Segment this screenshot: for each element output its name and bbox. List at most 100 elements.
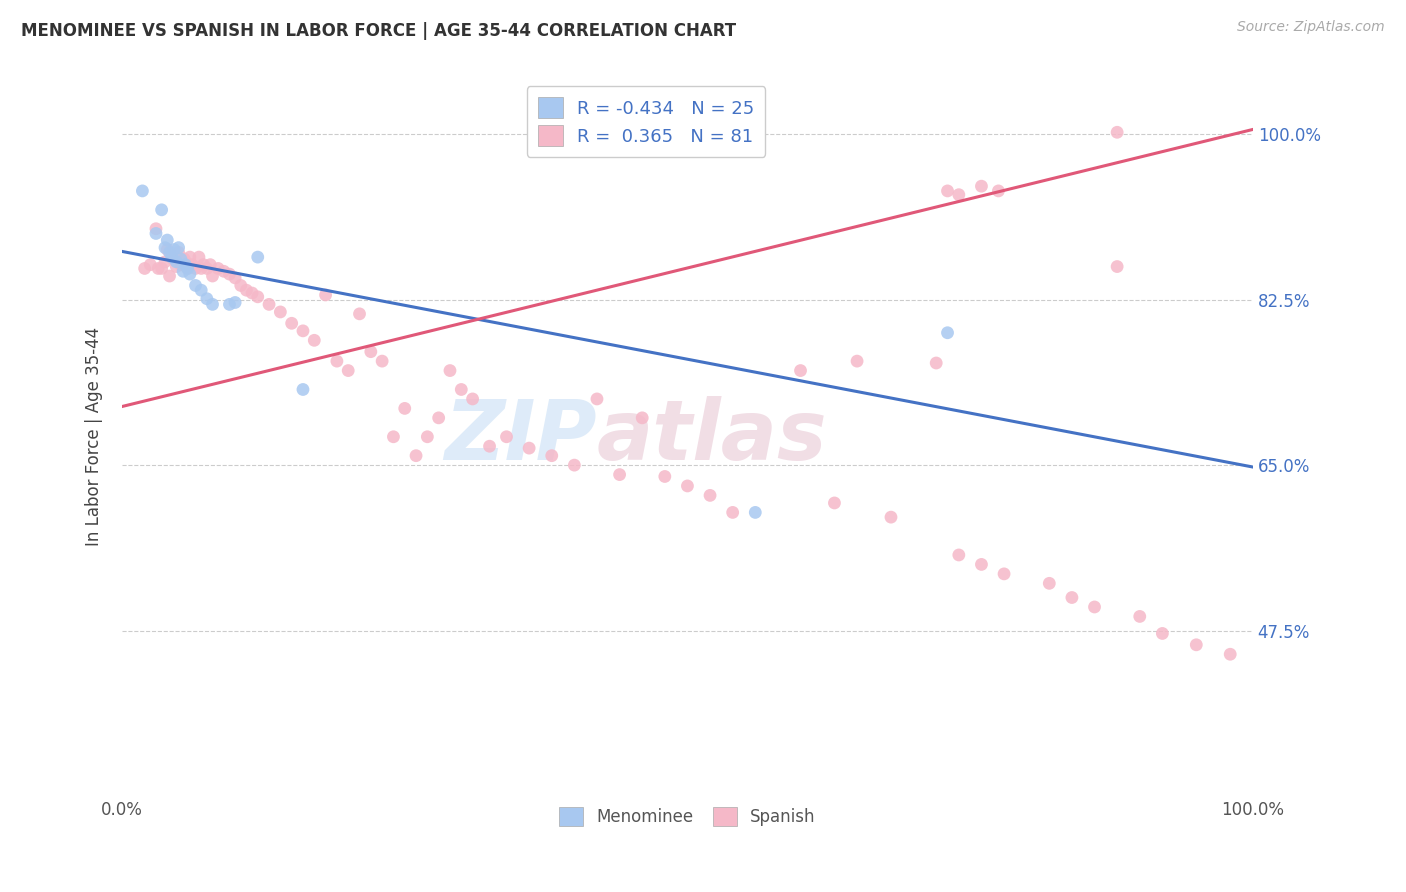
Point <box>218 267 240 281</box>
Point <box>150 202 173 217</box>
Point <box>165 255 187 269</box>
Point <box>159 268 181 283</box>
Point <box>145 227 167 241</box>
Point <box>201 268 224 283</box>
Point <box>291 383 314 397</box>
Point <box>880 510 903 524</box>
Point <box>257 297 280 311</box>
Point <box>153 255 176 269</box>
Point <box>1107 125 1129 139</box>
Point <box>1185 638 1208 652</box>
Point <box>699 488 721 502</box>
Point <box>173 252 195 266</box>
Point <box>439 363 461 377</box>
Point <box>1083 599 1105 614</box>
Point <box>925 356 948 370</box>
Point <box>987 184 1010 198</box>
Point <box>631 410 654 425</box>
Point <box>993 566 1015 581</box>
Point <box>654 469 676 483</box>
Point <box>789 363 811 377</box>
Point <box>193 258 215 272</box>
Point <box>291 324 314 338</box>
Point <box>195 292 218 306</box>
Point <box>170 258 193 272</box>
Legend: Menominee, Spanish: Menominee, Spanish <box>551 798 824 835</box>
Point <box>176 261 198 276</box>
Point <box>360 344 382 359</box>
Point <box>218 297 240 311</box>
Point <box>326 354 349 368</box>
Point <box>200 258 222 272</box>
Point <box>721 505 744 519</box>
Point <box>179 250 201 264</box>
Point <box>540 449 562 463</box>
Point <box>181 258 204 272</box>
Point <box>936 326 959 340</box>
Point <box>936 184 959 198</box>
Point <box>176 261 198 276</box>
Point <box>153 241 176 255</box>
Point <box>160 250 183 264</box>
Point <box>190 283 212 297</box>
Point <box>201 297 224 311</box>
Point <box>564 458 586 472</box>
Text: Source: ZipAtlas.com: Source: ZipAtlas.com <box>1237 20 1385 34</box>
Point <box>150 261 173 276</box>
Point <box>304 334 326 348</box>
Point <box>1038 576 1060 591</box>
Point <box>163 243 186 257</box>
Point <box>131 184 153 198</box>
Text: atlas: atlas <box>598 396 828 477</box>
Point <box>495 430 517 444</box>
Point <box>676 479 699 493</box>
Point <box>609 467 631 482</box>
Point <box>269 305 291 319</box>
Point <box>187 250 209 264</box>
Point <box>165 260 187 274</box>
Point <box>229 278 252 293</box>
Point <box>167 241 190 255</box>
Point <box>315 288 337 302</box>
Point <box>382 430 405 444</box>
Point <box>246 290 269 304</box>
Point <box>156 243 179 257</box>
Point <box>450 383 472 397</box>
Point <box>190 261 212 276</box>
Point <box>224 295 246 310</box>
Point <box>405 449 427 463</box>
Point <box>162 252 184 266</box>
Point <box>478 439 501 453</box>
Point <box>948 548 970 562</box>
Point <box>224 271 246 285</box>
Point <box>586 392 609 406</box>
Point <box>184 278 207 293</box>
Point <box>195 261 218 276</box>
Point <box>280 316 302 330</box>
Point <box>167 245 190 260</box>
Point <box>461 392 484 406</box>
Point <box>174 258 197 272</box>
Point <box>134 261 156 276</box>
Point <box>1152 626 1174 640</box>
Point <box>235 283 257 297</box>
Point <box>517 441 540 455</box>
Point <box>948 187 970 202</box>
Point <box>427 410 450 425</box>
Point <box>139 258 162 272</box>
Point <box>416 430 439 444</box>
Point <box>212 264 235 278</box>
Point <box>246 250 269 264</box>
Point <box>145 221 167 235</box>
Point <box>159 245 181 260</box>
Point <box>184 261 207 276</box>
Point <box>148 261 170 276</box>
Point <box>970 179 993 194</box>
Point <box>337 363 360 377</box>
Point <box>371 354 394 368</box>
Point <box>156 233 179 247</box>
Point <box>179 267 201 281</box>
Point <box>172 264 194 278</box>
Point <box>823 496 845 510</box>
Point <box>1107 260 1129 274</box>
